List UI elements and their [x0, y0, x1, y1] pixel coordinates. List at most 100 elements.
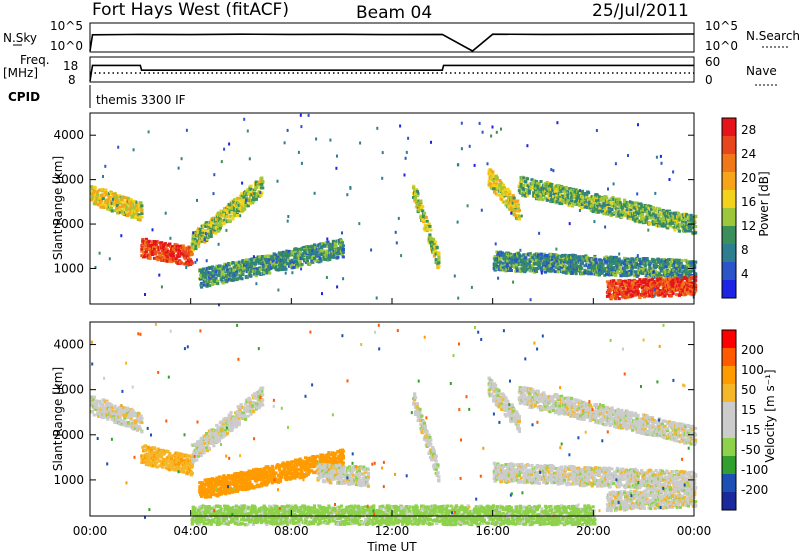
data-cell [555, 194, 559, 198]
data-cell [515, 266, 519, 270]
data-cell [694, 287, 698, 291]
data-cell [636, 207, 640, 211]
data-cell [548, 196, 552, 200]
data-cell [304, 251, 308, 255]
data-cell [520, 254, 524, 258]
data-cell [574, 203, 578, 206]
data-cell [163, 242, 167, 246]
data-cell [212, 192, 215, 196]
data-cell [293, 256, 297, 260]
data-cell [543, 266, 547, 270]
data-cell [209, 272, 213, 275]
data-cell [341, 244, 345, 248]
data-cell [102, 175, 104, 178]
data-cell [552, 184, 557, 188]
data-cell [249, 191, 253, 195]
data-cell [233, 206, 237, 210]
data-cell [690, 226, 694, 230]
data-cell [171, 255, 175, 258]
data-cell [428, 224, 432, 228]
data-cell [608, 288, 612, 292]
data-cell [675, 211, 679, 215]
data-cell [579, 197, 583, 200]
data-cell [675, 222, 679, 226]
data-cell [693, 266, 697, 270]
data-cell [502, 252, 506, 256]
data-cell [682, 269, 686, 273]
data-cell [498, 179, 502, 182]
data-cell [614, 286, 619, 290]
data-cell [197, 240, 202, 244]
data-cell [645, 257, 649, 260]
data-cell [190, 261, 194, 265]
data-cell [194, 260, 197, 264]
data-cell [252, 196, 256, 200]
data-cell [583, 264, 587, 268]
data-cell [558, 266, 562, 269]
data-cell [613, 204, 617, 208]
data-cell [618, 284, 622, 288]
data-cell [125, 205, 129, 209]
data-cell [615, 270, 619, 274]
data-cell [306, 255, 310, 259]
data-cell [109, 403, 113, 407]
data-cell [179, 261, 184, 265]
data-cell [570, 199, 574, 203]
data-cell [120, 234, 123, 238]
data-cell [636, 254, 639, 258]
data-cell [160, 241, 164, 245]
data-cell [655, 155, 658, 159]
data-cell [233, 208, 237, 212]
data-cell [215, 225, 219, 229]
data-cell [501, 266, 505, 270]
data-cell [566, 200, 570, 204]
data-cell [258, 186, 262, 189]
colorbar-swatch [722, 280, 736, 298]
data-cell [644, 268, 648, 272]
data-cell [650, 281, 654, 285]
data-cell [613, 255, 617, 259]
noise-left-tick-top: 10^5 [50, 19, 83, 33]
data-cell [687, 217, 691, 221]
data-cell [205, 221, 209, 225]
data-cell [326, 237, 329, 241]
data-cell [246, 204, 250, 208]
data-cell [685, 220, 689, 224]
data-cell [615, 289, 619, 293]
data-cell [685, 283, 689, 287]
data-cell [217, 219, 221, 223]
data-cell [552, 169, 555, 173]
data-cell [653, 214, 657, 218]
data-cell [572, 193, 576, 197]
data-cell [529, 254, 533, 258]
data-cell [508, 267, 512, 271]
data-cell [610, 208, 614, 211]
data-cell [654, 191, 657, 195]
data-cell [93, 202, 97, 206]
data-cell [321, 242, 325, 245]
data-cell [434, 244, 438, 248]
data-cell [512, 196, 516, 200]
data-cell [336, 255, 340, 259]
data-cell [658, 272, 662, 276]
data-cell [685, 289, 690, 293]
data-cell [625, 208, 629, 212]
data-cell [419, 200, 423, 204]
data-cell [586, 256, 590, 260]
data-cell [651, 266, 655, 270]
data-cell [117, 209, 121, 213]
data-cell [546, 192, 550, 195]
data-cell [605, 272, 609, 276]
data-cell [595, 261, 599, 265]
data-cell [100, 406, 104, 410]
data-cell [504, 191, 508, 194]
data-cell [224, 270, 228, 274]
data-cell [505, 267, 509, 271]
data-cell [587, 266, 591, 270]
data-cell [637, 202, 641, 206]
data-cell [596, 194, 600, 198]
data-cell [593, 256, 597, 260]
data-cell [550, 266, 554, 270]
colorbar-swatch [722, 262, 736, 280]
